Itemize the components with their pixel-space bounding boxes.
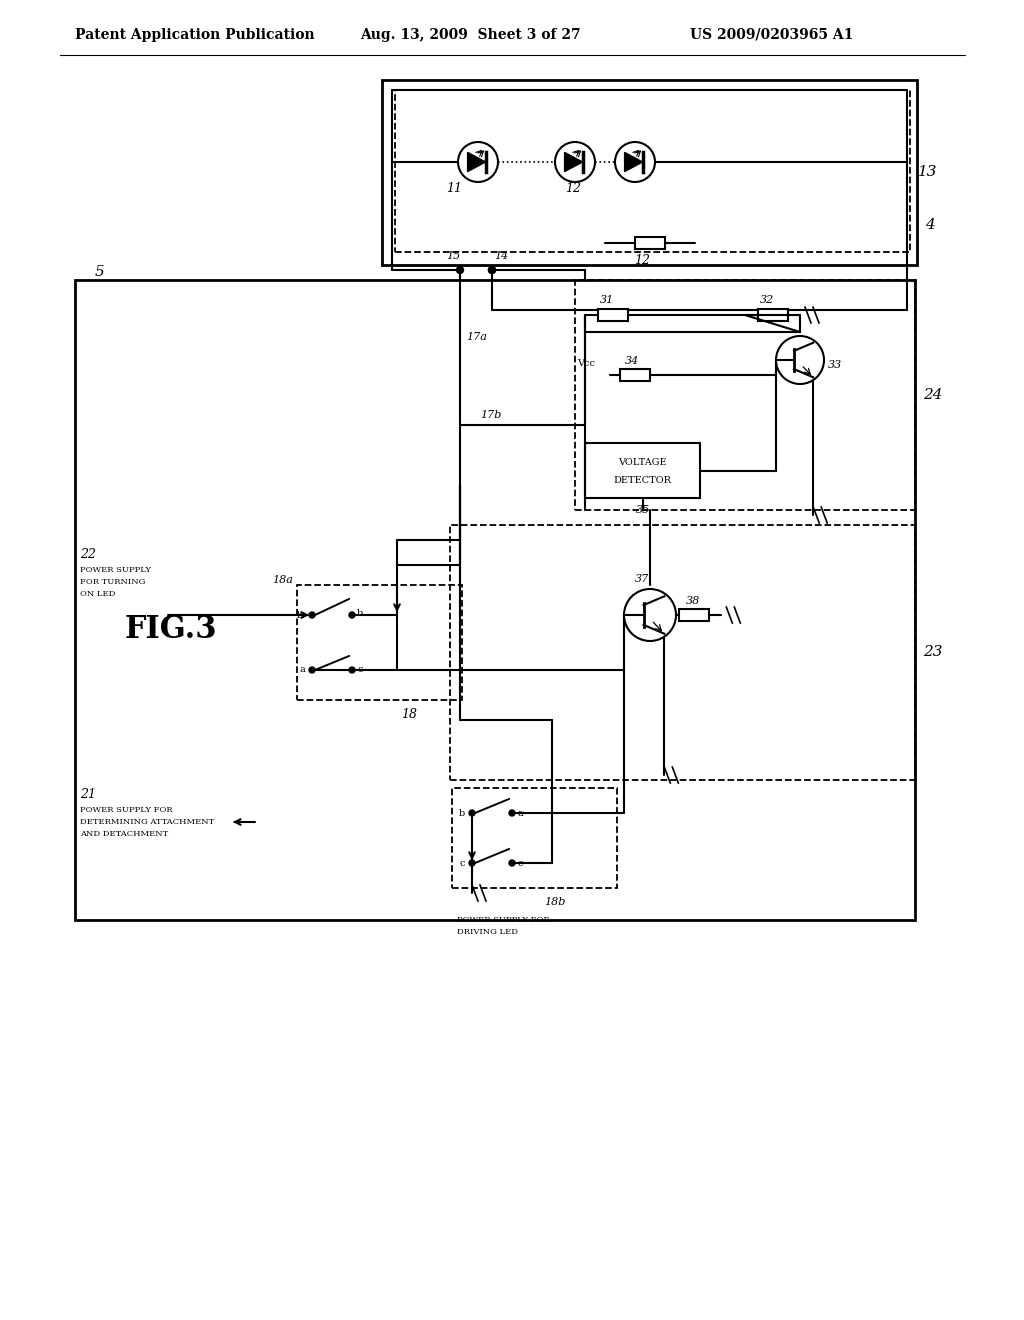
Text: 18a: 18a <box>272 576 293 585</box>
Text: c: c <box>459 858 465 867</box>
Text: DRIVING LED: DRIVING LED <box>457 928 518 936</box>
Text: 17b: 17b <box>480 411 502 420</box>
Text: POWER SUPPLY: POWER SUPPLY <box>80 566 151 574</box>
Circle shape <box>309 667 315 673</box>
Text: 23: 23 <box>923 645 942 660</box>
Circle shape <box>457 267 464 273</box>
Text: a: a <box>299 665 305 675</box>
Bar <box>395 90 910 252</box>
Bar <box>758 309 787 321</box>
Text: FIG.3: FIG.3 <box>125 615 218 645</box>
Text: 34: 34 <box>625 356 639 366</box>
Text: 33: 33 <box>828 360 843 370</box>
Text: 18b: 18b <box>544 898 565 907</box>
Text: 12: 12 <box>635 255 650 268</box>
Circle shape <box>458 143 498 182</box>
Bar <box>679 609 709 620</box>
Circle shape <box>349 667 355 673</box>
Bar <box>452 788 617 888</box>
Bar <box>597 309 628 321</box>
Text: POWER SUPPLY FOR: POWER SUPPLY FOR <box>457 916 550 924</box>
Text: 18: 18 <box>401 708 418 721</box>
Text: FOR TURNING: FOR TURNING <box>80 578 145 586</box>
Text: POWER SUPPLY FOR: POWER SUPPLY FOR <box>80 807 173 814</box>
Bar <box>75 280 915 920</box>
Circle shape <box>488 267 496 273</box>
Text: 13: 13 <box>918 165 938 180</box>
Bar <box>575 280 915 510</box>
Text: VOLTAGE: VOLTAGE <box>618 458 667 467</box>
Text: 32: 32 <box>760 294 774 305</box>
Text: AND DETACHMENT: AND DETACHMENT <box>80 830 168 838</box>
Text: c: c <box>357 665 362 675</box>
Text: 35: 35 <box>635 506 649 515</box>
Bar <box>620 370 650 381</box>
Text: 22: 22 <box>80 549 96 561</box>
Bar <box>585 444 700 498</box>
Circle shape <box>349 612 355 618</box>
Text: Vcc: Vcc <box>577 359 595 367</box>
Bar <box>635 238 665 249</box>
Text: 17a: 17a <box>466 333 486 342</box>
Text: 14: 14 <box>494 251 508 261</box>
Text: 15: 15 <box>446 251 460 261</box>
Text: 11: 11 <box>446 181 462 194</box>
Circle shape <box>776 337 824 384</box>
Text: b: b <box>297 610 303 619</box>
Text: ON LED: ON LED <box>80 590 116 598</box>
Polygon shape <box>564 152 583 172</box>
Bar <box>450 525 915 780</box>
Text: DETERMINING ATTACHMENT: DETERMINING ATTACHMENT <box>80 818 214 826</box>
Circle shape <box>509 861 515 866</box>
Circle shape <box>555 143 595 182</box>
Circle shape <box>469 861 475 866</box>
Text: US 2009/0203965 A1: US 2009/0203965 A1 <box>690 28 853 42</box>
Bar <box>297 585 462 700</box>
Text: 37: 37 <box>635 574 649 583</box>
Text: 5: 5 <box>95 265 104 279</box>
Text: 24: 24 <box>923 388 942 403</box>
Text: b: b <box>459 808 465 817</box>
Circle shape <box>469 810 475 816</box>
Circle shape <box>624 589 676 642</box>
Text: Patent Application Publication: Patent Application Publication <box>75 28 314 42</box>
Text: 21: 21 <box>80 788 96 801</box>
Circle shape <box>488 267 496 273</box>
Text: 12: 12 <box>565 181 581 194</box>
Text: DETECTOR: DETECTOR <box>613 477 672 484</box>
Circle shape <box>509 810 515 816</box>
Polygon shape <box>625 152 643 172</box>
Circle shape <box>615 143 655 182</box>
Text: 4: 4 <box>925 218 935 232</box>
Text: 31: 31 <box>600 294 614 305</box>
Circle shape <box>309 612 315 618</box>
Text: Aug. 13, 2009  Sheet 3 of 27: Aug. 13, 2009 Sheet 3 of 27 <box>360 28 581 42</box>
Text: 38: 38 <box>686 597 700 606</box>
Text: c: c <box>517 858 522 867</box>
Bar <box>382 81 918 265</box>
Polygon shape <box>468 152 485 172</box>
Text: b: b <box>357 609 364 618</box>
Text: a: a <box>517 808 523 817</box>
